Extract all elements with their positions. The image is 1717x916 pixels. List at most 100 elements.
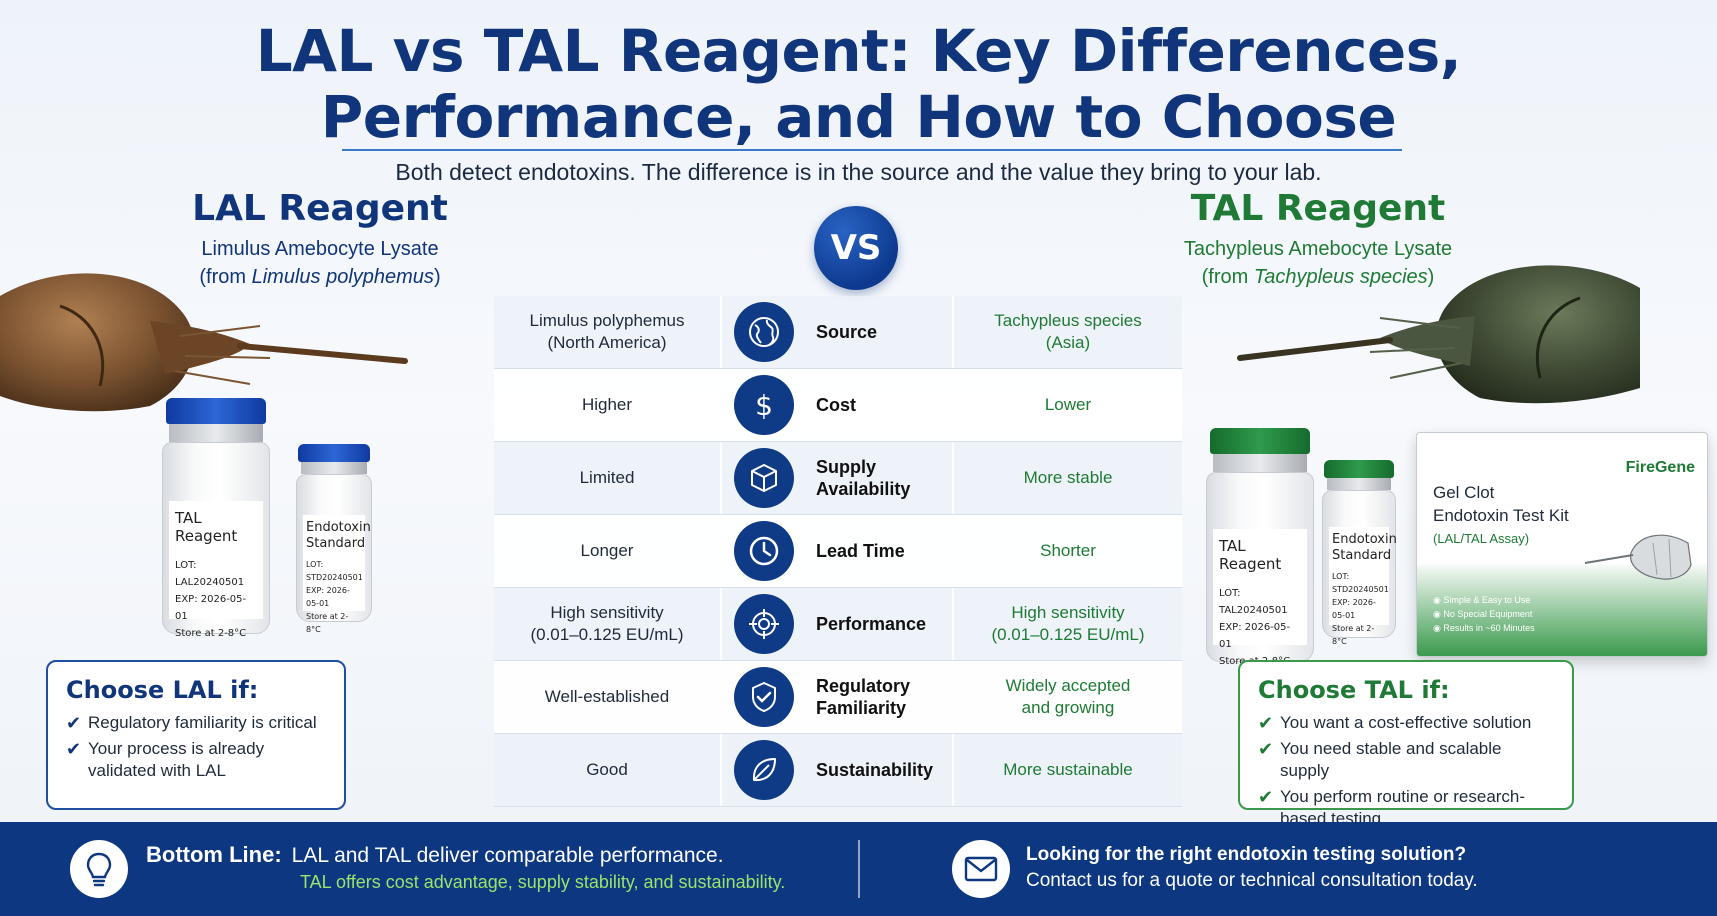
endotoxin-test-kit-image: FireGene Gel Clot Endotoxin Test Kit (LA…: [1416, 432, 1708, 657]
lal-reagent-vial-image: TAL Reagent LOT: LAL20240501 EXP: 2026-0…: [162, 398, 270, 639]
bottom-line-text: LAL and TAL deliver comparable performan…: [291, 844, 724, 867]
comparison-row-performance: High sensitivity (0.01–0.125 EU/mL) Perf…: [494, 588, 1182, 661]
criterion-label: Lead Time: [816, 541, 905, 561]
tal-title: TAL Reagent: [1190, 188, 1446, 229]
tal-name: Tachypleus Amebocyte Lysate: [1183, 238, 1453, 260]
criterion-label: Supply Availability: [816, 457, 911, 499]
vial-name-line-1: Endotoxin: [306, 520, 371, 535]
check-icon: ✔: [1258, 739, 1274, 759]
lal-value: Higher: [494, 369, 722, 441]
tal-standard-vial-image: Endotoxin Standard LOT: STD20240501 EXP:…: [1322, 460, 1397, 646]
lal-title: LAL Reagent: [192, 188, 448, 229]
bottom-line-label: Bottom Line:: [146, 842, 282, 867]
list-item: ✔ Your process is already validated with …: [66, 739, 265, 780]
footer-divider: [858, 840, 860, 898]
vial-lot: LOT: STD20240501: [306, 560, 363, 582]
comparison-row-sustainability: Good Sustainability More sustainable: [494, 734, 1182, 807]
vial-name: TAL Reagent: [1219, 537, 1282, 573]
vial-exp: EXP: 2026-05-01: [175, 594, 247, 622]
criterion-label: Performance: [816, 614, 927, 634]
dollar-icon: $: [734, 375, 794, 435]
choose-lal-box: Choose LAL if: ✔ Regulatory familiarity i…: [46, 660, 346, 810]
mail-icon[interactable]: [952, 840, 1010, 898]
svg-text:$: $: [755, 389, 773, 422]
shield-check-icon: [734, 667, 794, 727]
vial-name-line-2: Standard: [306, 536, 366, 551]
lal-subtitle: Limulus Amebocyte Lysate (from Limulus p…: [170, 235, 470, 291]
tal-source: (from Tachypleus species): [1201, 266, 1435, 288]
title-line-2: Performance, and How to Choose: [320, 83, 1397, 151]
vial-exp: EXP: 2026-05-01: [1219, 622, 1291, 650]
kit-brand: FireGene: [1625, 459, 1695, 476]
vial-exp: EXP: 2026-05-01: [306, 586, 350, 608]
choose-lal-title: Choose LAL if:: [66, 676, 259, 704]
check-icon: ✔: [1258, 787, 1274, 807]
cta-title: Looking for the right endotoxin testing …: [1026, 844, 1467, 865]
clock-icon: [734, 521, 794, 581]
tal-value: Lower: [1044, 395, 1092, 414]
leaf-icon: [734, 740, 794, 800]
lal-value: Longer: [494, 515, 722, 587]
title-divider: [342, 149, 1402, 151]
page-title: LAL vs TAL Reagent: Key Differences, Per…: [0, 18, 1717, 150]
vial-exp: EXP: 2026-05-01: [1332, 598, 1376, 620]
comparison-row-supply: Limited Supply Availability More stable: [494, 442, 1182, 515]
choose-tal-list: ✔ You want a cost-effective solution ✔ You…: [1258, 712, 1554, 830]
lal-value: Limited: [494, 442, 722, 514]
comparison-row-cost: Higher $ Cost Lower: [494, 369, 1182, 442]
tal-value: Tachypleus species (Asia): [994, 311, 1142, 352]
tal-subtitle: Tachypleus Amebocyte Lysate (from Tachyp…: [1150, 235, 1486, 291]
comparison-row-lead-time: Longer Lead Time Shorter: [494, 515, 1182, 588]
bottom-line: Bottom Line: LAL and TAL deliver comparab…: [146, 842, 826, 895]
comparison-row-regulatory: Well-established Regulatory Familiarity …: [494, 661, 1182, 734]
tal-value: Shorter: [1040, 541, 1096, 560]
lal-value: Good: [494, 734, 722, 806]
criterion-label: Sustainability: [816, 760, 934, 780]
lal-value: Limulus polyphemus (North America): [494, 296, 722, 368]
vial-storage: Store at 2-8°C: [1332, 624, 1375, 646]
cta-text[interactable]: Contact us for a quote or technical cons…: [1026, 870, 1478, 891]
title-line-1: LAL vs TAL Reagent: Key Differences,: [255, 17, 1462, 85]
check-icon: ✔: [1258, 713, 1274, 733]
criterion-label: Regulatory Familiarity: [816, 676, 911, 718]
choose-lal-list: ✔ Regulatory familiarity is critical ✔ You…: [66, 712, 326, 782]
list-item: ✔ Regulatory familiarity is critical: [66, 713, 317, 733]
choose-tal-title: Choose TAL if:: [1258, 676, 1450, 704]
horseshoe-crab-tal-image: [1237, 265, 1640, 404]
tal-reagent-vial-image: TAL Reagent LOT: TAL20240501 EXP: 2026-0…: [1206, 428, 1314, 667]
comparison-row-source: Limulus polyphemus (North America) Sourc…: [494, 296, 1182, 369]
lal-value: Well-established: [494, 661, 722, 733]
kit-feature: ◉ Simple & Easy to Use: [1433, 595, 1531, 605]
lal-value: High sensitivity (0.01–0.125 EU/mL): [494, 588, 722, 660]
vial-name-line-1: Endotoxin: [1332, 532, 1397, 547]
vial-storage: Store at 2-8°C: [306, 612, 349, 634]
page-subtitle: Both detect endotoxins. The difference i…: [395, 159, 1322, 185]
lal-standard-vial-image: Endotoxin Standard LOT: STD20240501 EXP:…: [296, 444, 372, 634]
kit-title-line-2: Endotoxin Test Kit: [1433, 506, 1569, 525]
vial-storage: Store at 2-8°C: [175, 628, 247, 639]
globe-icon: [734, 302, 794, 362]
tal-species: Tachypleus species: [1253, 266, 1428, 288]
tal-value: High sensitivity (0.01–0.125 EU/mL): [991, 603, 1145, 644]
horseshoe-crab-lal-image: [0, 273, 408, 412]
comparison-table: Limulus polyphemus (North America) Sourc…: [494, 296, 1182, 807]
kit-feature: ◉ Results in ~60 Minutes: [1433, 623, 1535, 633]
bottom-line-detail: TAL offers cost advantage, supply stabil…: [300, 872, 786, 892]
check-icon: ✔: [66, 713, 82, 733]
vial-name: TAL Reagent: [175, 509, 238, 545]
tal-value: Widely accepted and growing: [1005, 676, 1131, 717]
check-icon: ✔: [66, 739, 82, 759]
vial-lot: LOT: LAL20240501: [175, 560, 245, 588]
criterion-label: Source: [816, 322, 878, 342]
kit-crab-logo-icon: [1584, 534, 1692, 580]
criterion-label: Cost: [816, 395, 856, 415]
vs-badge: VS: [814, 206, 898, 290]
tal-header: TAL Reagent Tachypleus Amebocyte Lysate …: [1150, 188, 1486, 291]
tal-value: More stable: [1023, 468, 1113, 487]
lal-name: Limulus Amebocyte Lysate: [201, 238, 439, 260]
list-item: ✔ You need stable and scalable supply: [1258, 739, 1502, 780]
contact-cta[interactable]: Looking for the right endotoxin testing …: [1026, 842, 1686, 894]
lal-source: (from Limulus polyphemus): [199, 266, 441, 288]
target-icon: [734, 594, 794, 654]
vial-lot: LOT: STD20240501: [1332, 572, 1389, 594]
